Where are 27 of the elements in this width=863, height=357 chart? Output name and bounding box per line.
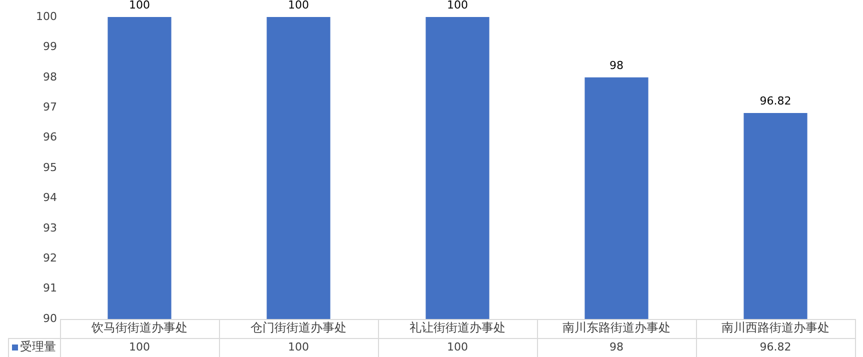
y-tick-label: 90 [43,312,57,325]
annotation: 98 [610,58,624,72]
y-tick-label: 97 [43,100,57,114]
x-tick-label: 南川东路街道办事处 [562,320,670,335]
y-tick-label: 92 [43,251,57,264]
y-tick-label: 96 [43,130,57,144]
x-tick-label: 仓门街街道办事处 [250,320,346,335]
x-tick-label: 南川西路街道办事处 [722,320,830,335]
text: 100 [129,0,150,12]
data-label: 100 [129,340,150,354]
x-tick-label: 礼让街街道办事处 [410,320,506,335]
y-tick-label: 99 [43,40,57,54]
y-tick-label: 100 [36,10,57,23]
data-label: 100 [447,340,468,354]
text: 100 [288,0,309,12]
y-tick-label: 95 [43,160,57,174]
y-tick-label: 98 [43,70,57,84]
y-tick-label: 94 [43,191,57,204]
legend-label: 受理量 [20,340,56,354]
x-tick-label: 饮马街街道办事处 [90,320,188,335]
data-label: 98 [610,340,624,354]
annotation: 96.82 [760,94,792,108]
text: 100 [447,0,468,12]
y-tick-label: 91 [43,282,57,295]
data-label: 100 [288,340,309,354]
y-tick-label: 93 [43,221,57,234]
data-label: 96.82 [760,340,792,354]
